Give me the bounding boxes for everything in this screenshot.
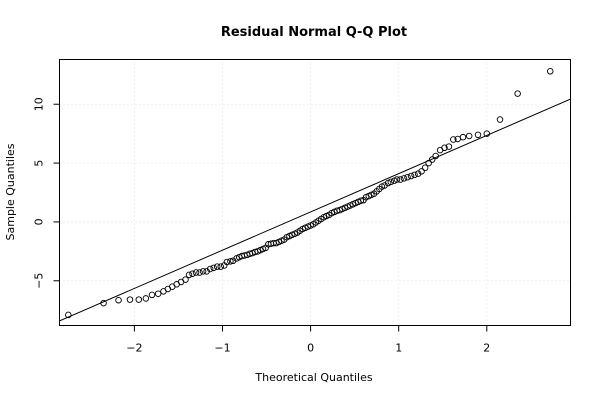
data-point-26 [227,258,234,265]
x-tick-label-1: −1 [214,342,230,355]
data-point-102 [445,143,453,150]
x-tick-label-4: 2 [483,342,490,355]
data-point-92 [407,172,415,180]
data-point-17 [196,269,203,276]
plot-frame [59,59,571,326]
reference-line-group [59,98,571,322]
data-point-14 [185,271,193,279]
reference-line [59,98,571,322]
x-axis: −2 −1 0 1 2 [126,325,490,355]
data-point-20 [206,265,214,273]
data-point-99 [432,152,439,160]
data-point-13 [182,276,189,283]
data-point-25 [223,258,231,266]
x-tick-label-3: 1 [395,342,402,355]
data-point-88 [393,176,401,183]
data-points [65,68,554,319]
data-point-16 [192,269,200,276]
data-point-23 [217,263,224,270]
data-point-2 [115,296,122,304]
data-point-0 [65,311,72,319]
data-point-111 [546,68,554,75]
data-point-6 [148,291,156,299]
data-point-101 [441,144,448,152]
data-point-18 [199,268,207,275]
y-tick-label-0: −5 [33,273,46,289]
x-tick-label-2: 0 [307,342,314,355]
data-point-21 [210,264,217,272]
data-point-110 [514,90,521,97]
data-point-106 [465,132,473,140]
data-point-7 [154,290,162,297]
data-point-98 [428,156,436,163]
data-point-90 [400,175,408,182]
data-point-15 [189,270,196,277]
data-point-93 [411,171,418,179]
chart-title: Residual Normal Q-Q Plot [221,25,407,40]
data-point-75 [357,197,365,204]
data-point-4 [135,296,143,303]
data-point-108 [483,130,491,137]
x-axis-label: Theoretical Quantiles [254,371,372,384]
data-point-96 [421,164,429,172]
x-tick-label-0: −2 [126,342,142,355]
data-point-1 [100,299,107,307]
y-axis-label: Sample Quantiles [4,143,17,240]
data-point-22 [213,263,221,270]
data-point-109 [496,116,504,123]
data-point-95 [418,168,425,175]
data-point-107 [474,131,482,139]
y-axis: −5 0 5 10 [33,97,60,289]
y-tick-label-2: 5 [33,160,46,167]
data-point-105 [459,133,467,141]
data-point-91 [404,173,411,181]
data-point-3 [126,296,134,303]
data-point-103 [450,136,457,143]
grid-lines [59,59,571,326]
y-tick-label-3: 10 [33,97,46,111]
data-point-89 [397,176,404,183]
data-point-5 [142,295,150,302]
data-point-86 [387,178,395,186]
data-point-97 [425,159,432,167]
y-tick-label-1: 0 [33,218,46,225]
